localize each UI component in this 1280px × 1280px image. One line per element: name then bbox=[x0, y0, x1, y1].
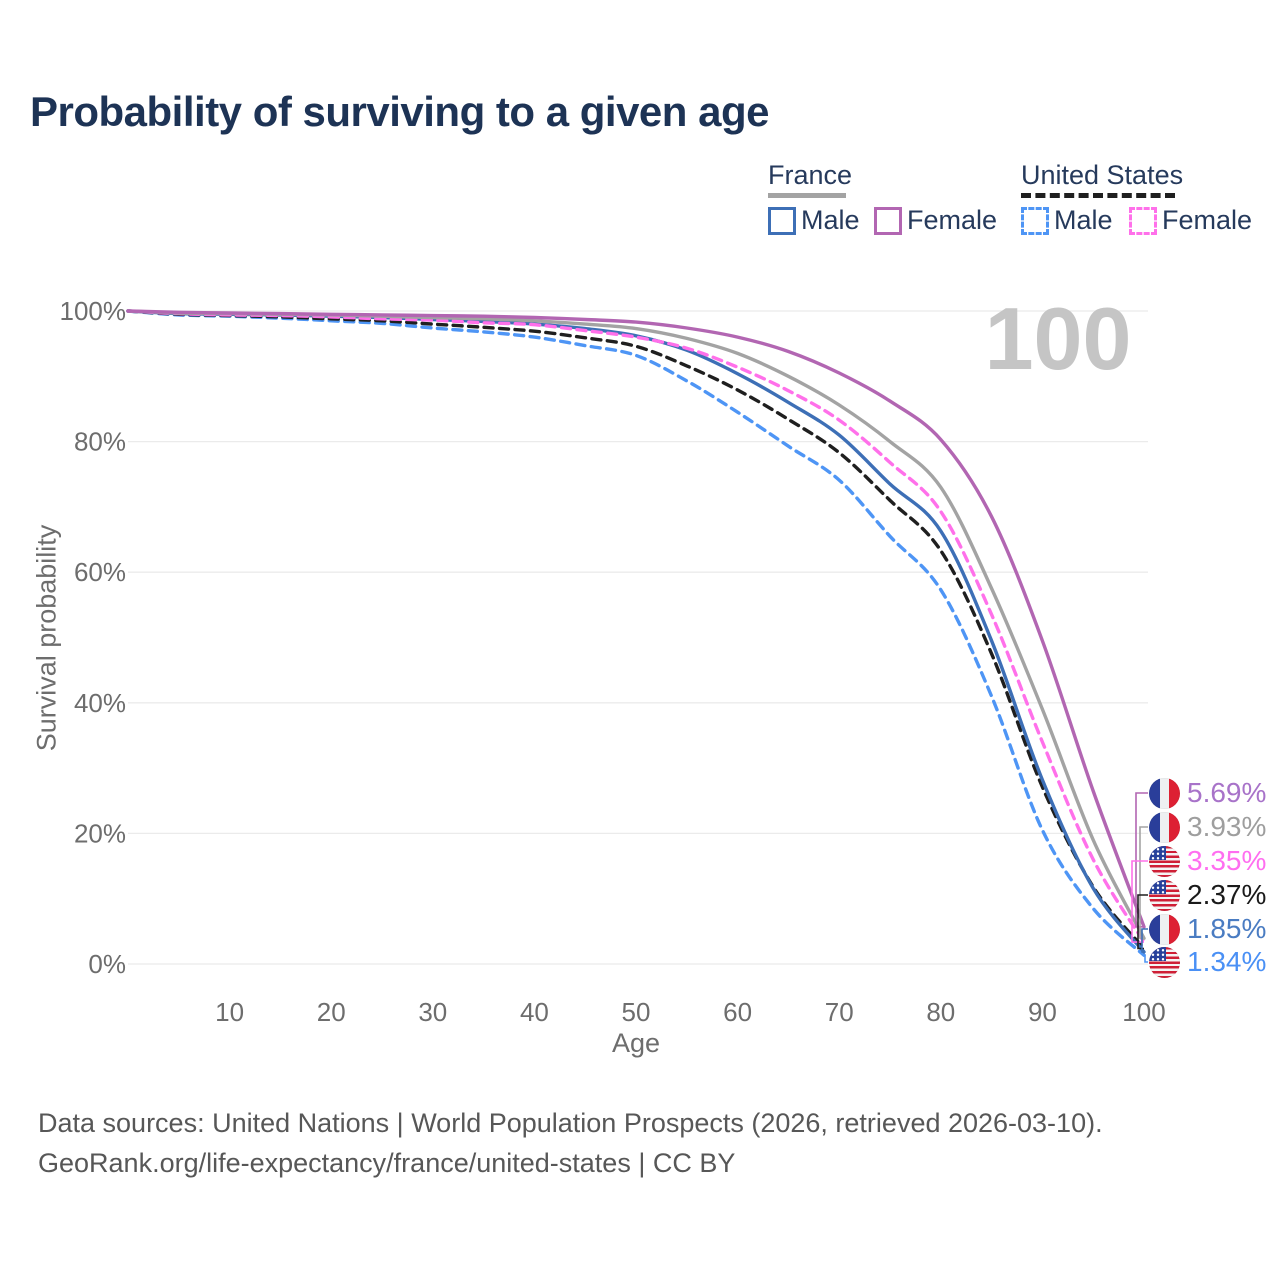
end-label-value: 3.35% bbox=[1187, 845, 1267, 876]
x-tick-label: 20 bbox=[317, 997, 346, 1027]
end-connector-us_male bbox=[1144, 954, 1148, 963]
legend-underline-us-total-line bbox=[1021, 193, 1175, 198]
y-tick-label: 0% bbox=[88, 949, 126, 979]
legend-item-label: Male bbox=[801, 205, 860, 235]
legend-underline-france-total-line bbox=[768, 193, 846, 198]
x-tick-label: 80 bbox=[926, 997, 955, 1027]
legend-item-us-male[interactable]: Male bbox=[1021, 205, 1113, 236]
legend-swatch-us-male-icon[interactable] bbox=[1021, 206, 1049, 235]
footer-license-line: GeoRank.org/life-expectancy/france/unite… bbox=[38, 1148, 736, 1178]
us-flag-icon bbox=[1149, 946, 1180, 978]
end-connector-us_total bbox=[1137, 894, 1148, 950]
legend-item-label: Female bbox=[907, 205, 998, 235]
legend-item-label: Female bbox=[1162, 205, 1253, 235]
age-watermark: 100 bbox=[984, 289, 1132, 388]
y-tick-label: 80% bbox=[74, 427, 126, 457]
x-axis-title: Age bbox=[611, 1028, 661, 1058]
x-tick-label: 90 bbox=[1028, 997, 1057, 1027]
curve-us_total bbox=[126, 309, 1146, 951]
y-tick-label: 20% bbox=[74, 818, 126, 848]
end-label-row-us_male: 1.34% bbox=[1149, 946, 1266, 978]
us-flag-icon bbox=[1149, 845, 1180, 877]
end-connector-fr_male bbox=[1141, 928, 1148, 953]
y-tick-label: 40% bbox=[74, 688, 126, 718]
end-label-value: 5.69% bbox=[1187, 777, 1267, 808]
curve-us_male bbox=[126, 309, 1146, 957]
legend-group-france-label[interactable]: France bbox=[768, 160, 853, 190]
legend-group-us-label[interactable]: United States bbox=[1021, 160, 1184, 190]
x-tick-label: 100 bbox=[1122, 997, 1165, 1027]
curve-us_female bbox=[126, 309, 1146, 944]
end-label-row-us_female: 3.35% bbox=[1149, 845, 1266, 877]
footer-source-line: Data sources: United Nations | World Pop… bbox=[38, 1108, 1103, 1138]
legend-item-france-female[interactable]: Female bbox=[874, 205, 997, 236]
y-tick-label: 60% bbox=[74, 557, 126, 587]
x-tick-label: 30 bbox=[418, 997, 447, 1027]
x-tick-label: 60 bbox=[723, 997, 752, 1027]
legend-swatch-france-male-icon[interactable] bbox=[768, 206, 796, 235]
end-label-row-fr_female: 5.69% bbox=[1149, 777, 1266, 809]
end-label-value: 2.37% bbox=[1187, 879, 1267, 910]
x-tick-label: 70 bbox=[825, 997, 854, 1027]
y-tick-label: 100% bbox=[60, 296, 127, 326]
x-tick-label: 10 bbox=[215, 997, 244, 1027]
end-label-row-us_total: 2.37% bbox=[1149, 879, 1266, 911]
end-label-value: 1.85% bbox=[1187, 913, 1267, 944]
end-label-value: 1.34% bbox=[1187, 946, 1267, 977]
legend-item-france-male[interactable]: Male bbox=[768, 205, 860, 236]
end-label-value: 3.93% bbox=[1187, 811, 1267, 842]
page-title: Probability of surviving to a given age bbox=[30, 88, 769, 135]
curve-fr_total bbox=[126, 309, 1146, 940]
france-flag-icon bbox=[1149, 777, 1180, 809]
us-flag-icon bbox=[1149, 879, 1180, 911]
france-flag-icon bbox=[1149, 811, 1180, 843]
legend-swatch-us-female-icon[interactable] bbox=[1129, 206, 1157, 235]
curve-fr_female bbox=[126, 309, 1146, 929]
x-tick-label: 50 bbox=[622, 997, 651, 1027]
legend-item-label: Male bbox=[1054, 205, 1113, 235]
curve-fr_male bbox=[126, 309, 1146, 954]
y-axis-title: Survival probability bbox=[31, 524, 62, 752]
end-label-row-fr_male: 1.85% bbox=[1149, 913, 1266, 945]
x-tick-label: 40 bbox=[520, 997, 549, 1027]
legend-item-us-female[interactable]: Female bbox=[1129, 205, 1252, 236]
legend-swatch-france-female-icon[interactable] bbox=[874, 206, 902, 235]
france-flag-icon bbox=[1149, 913, 1180, 945]
end-label-row-fr_total: 3.93% bbox=[1149, 811, 1266, 843]
